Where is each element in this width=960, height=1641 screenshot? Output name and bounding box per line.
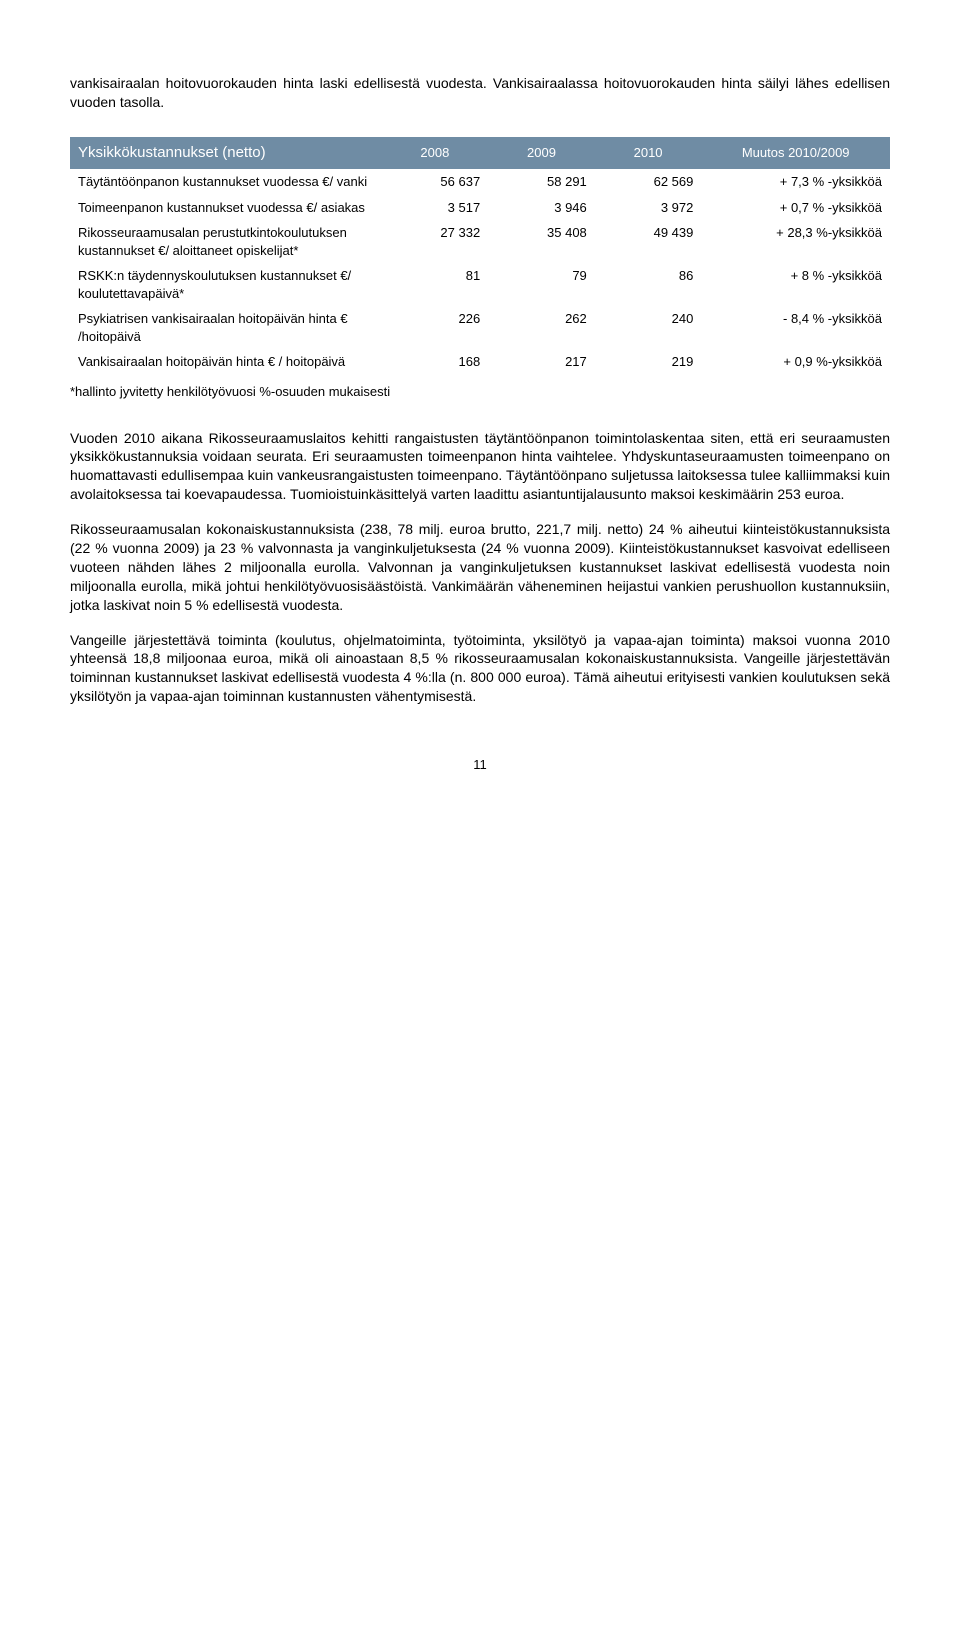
table-row: Rikosseuraamusalan perustutkintokoulutuk… (70, 220, 890, 263)
cell-change: + 0,7 % -yksikköä (701, 195, 890, 221)
cell-label: Vankisairaalan hoitopäivän hinta € / hoi… (70, 349, 382, 375)
cell-2008: 168 (382, 349, 489, 375)
cell-change: + 8 % -yksikköä (701, 263, 890, 306)
table-row: Toimeenpanon kustannukset vuodessa €/ as… (70, 195, 890, 221)
cell-2008: 226 (382, 306, 489, 349)
cell-2008: 27 332 (382, 220, 489, 263)
page-number: 11 (70, 756, 890, 774)
cell-2009: 3 946 (488, 195, 595, 221)
cell-label: RSKK:n täydennyskoulutuksen kustannukset… (70, 263, 382, 306)
cell-2009: 35 408 (488, 220, 595, 263)
cell-2008: 81 (382, 263, 489, 306)
th-2009: 2009 (488, 137, 595, 169)
table-row: Täytäntöönpanon kustannukset vuodessa €/… (70, 169, 890, 195)
cell-2009: 79 (488, 263, 595, 306)
cell-2009: 262 (488, 306, 595, 349)
cell-label: Täytäntöönpanon kustannukset vuodessa €/… (70, 169, 382, 195)
cost-table: Yksikkökustannukset (netto) 2008 2009 20… (70, 137, 890, 375)
body-paragraph-2: Rikosseuraamusalan kokonaiskustannuksist… (70, 520, 890, 614)
table-row: RSKK:n täydennyskoulutuksen kustannukset… (70, 263, 890, 306)
cell-label: Rikosseuraamusalan perustutkintokoulutuk… (70, 220, 382, 263)
cell-2010: 86 (595, 263, 702, 306)
cell-change: - 8,4 % -yksikköä (701, 306, 890, 349)
th-2010: 2010 (595, 137, 702, 169)
cell-2010: 3 972 (595, 195, 702, 221)
intro-paragraph: vankisairaalan hoitovuorokauden hinta la… (70, 74, 890, 112)
th-title: Yksikkökustannukset (netto) (70, 137, 382, 169)
cell-2009: 217 (488, 349, 595, 375)
body-paragraph-3: Vangeille järjestettävä toiminta (koulut… (70, 631, 890, 707)
cell-change: + 0,9 %-yksikköä (701, 349, 890, 375)
cell-label: Toimeenpanon kustannukset vuodessa €/ as… (70, 195, 382, 221)
cell-2008: 3 517 (382, 195, 489, 221)
cell-2010: 62 569 (595, 169, 702, 195)
th-change: Muutos 2010/2009 (701, 137, 890, 169)
cell-2010: 219 (595, 349, 702, 375)
body-paragraph-1: Vuoden 2010 aikana Rikosseuraamuslaitos … (70, 429, 890, 505)
table-row: Psykiatrisen vankisairaalan hoitopäivän … (70, 306, 890, 349)
cell-2009: 58 291 (488, 169, 595, 195)
table-row: Vankisairaalan hoitopäivän hinta € / hoi… (70, 349, 890, 375)
table-footnote: *hallinto jyvitetty henkilötyövuosi %-os… (70, 383, 890, 401)
cell-2008: 56 637 (382, 169, 489, 195)
cell-change: + 28,3 %-yksikköä (701, 220, 890, 263)
cell-label: Psykiatrisen vankisairaalan hoitopäivän … (70, 306, 382, 349)
cell-2010: 240 (595, 306, 702, 349)
cell-2010: 49 439 (595, 220, 702, 263)
th-2008: 2008 (382, 137, 489, 169)
cell-change: + 7,3 % -yksikköä (701, 169, 890, 195)
